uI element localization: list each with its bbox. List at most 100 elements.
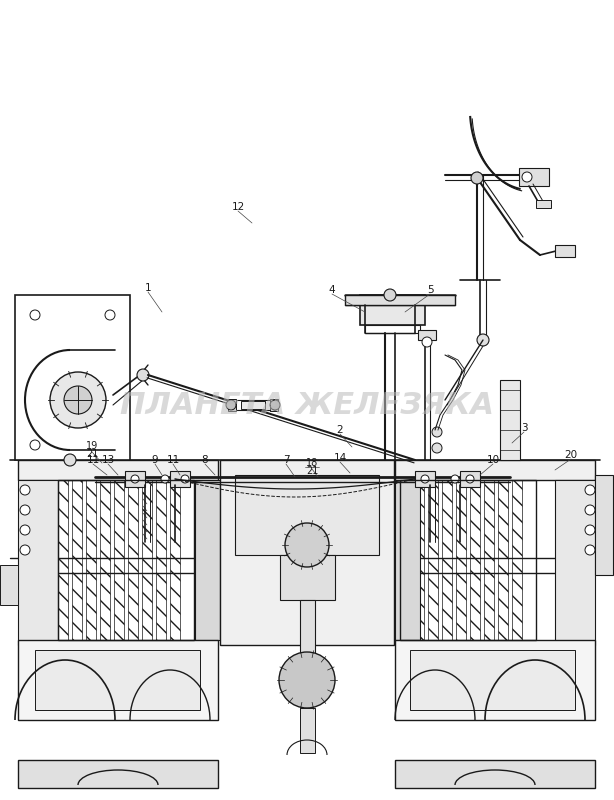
Text: 3: 3 <box>521 423 527 433</box>
Bar <box>195 480 220 640</box>
Text: 9: 9 <box>152 455 158 465</box>
Bar <box>300 708 315 753</box>
Circle shape <box>285 523 329 567</box>
Bar <box>395 640 595 720</box>
Text: 21: 21 <box>86 449 98 459</box>
Circle shape <box>226 400 236 410</box>
Circle shape <box>30 440 40 450</box>
Bar <box>345 295 455 305</box>
Bar <box>18 460 218 480</box>
Text: 14: 14 <box>333 453 347 463</box>
Text: 18: 18 <box>306 458 318 468</box>
Bar <box>470 480 480 640</box>
Bar <box>400 480 536 640</box>
Bar <box>460 471 480 487</box>
Circle shape <box>181 475 189 483</box>
Bar <box>555 245 575 257</box>
Bar <box>360 295 425 325</box>
Circle shape <box>20 505 30 515</box>
Bar <box>519 168 549 186</box>
Circle shape <box>421 475 429 483</box>
Bar <box>170 480 180 640</box>
Bar <box>428 480 438 640</box>
Bar <box>18 480 58 645</box>
Bar <box>395 760 595 788</box>
Circle shape <box>585 525 595 535</box>
Bar <box>598 480 610 570</box>
Bar <box>456 480 466 640</box>
Bar <box>365 325 420 333</box>
Circle shape <box>137 369 149 381</box>
Bar <box>235 475 379 555</box>
Circle shape <box>471 172 483 184</box>
Circle shape <box>20 525 30 535</box>
Text: 4: 4 <box>328 285 335 295</box>
Bar <box>280 555 335 600</box>
Bar <box>498 480 508 640</box>
Bar <box>58 480 194 640</box>
Text: 1: 1 <box>145 283 151 293</box>
Bar <box>512 480 522 640</box>
Text: 11: 11 <box>87 455 99 465</box>
Circle shape <box>20 545 30 555</box>
Bar <box>300 600 315 655</box>
Circle shape <box>477 334 489 346</box>
Circle shape <box>585 485 595 495</box>
Text: 8: 8 <box>201 455 208 465</box>
Circle shape <box>50 372 106 428</box>
Bar <box>442 480 452 640</box>
Text: 19: 19 <box>86 441 98 451</box>
Bar <box>18 760 218 788</box>
Text: 11: 11 <box>166 455 180 465</box>
Bar <box>414 480 424 640</box>
Text: 10: 10 <box>486 455 500 465</box>
Bar <box>484 480 494 640</box>
Bar <box>0 565 18 605</box>
Bar <box>35 650 200 710</box>
Circle shape <box>131 475 139 483</box>
Circle shape <box>30 310 40 320</box>
Circle shape <box>522 172 532 182</box>
Circle shape <box>64 454 76 466</box>
Circle shape <box>64 386 92 414</box>
Circle shape <box>422 337 432 347</box>
Bar <box>415 471 435 487</box>
Bar <box>86 480 96 640</box>
Text: 2: 2 <box>336 425 343 435</box>
Bar <box>220 460 394 645</box>
Bar <box>295 655 320 695</box>
Bar <box>235 400 271 410</box>
Bar <box>18 640 218 720</box>
Bar <box>410 650 575 710</box>
Circle shape <box>585 545 595 555</box>
Bar <box>595 475 613 575</box>
Bar <box>500 380 520 460</box>
Bar <box>228 399 236 411</box>
Bar <box>241 401 265 409</box>
Circle shape <box>20 485 30 495</box>
Circle shape <box>432 427 442 437</box>
Text: ПЛАНЕТА ЖЕЛЕЗЯКА: ПЛАНЕТА ЖЕЛЕЗЯКА <box>120 390 494 419</box>
Text: 20: 20 <box>564 450 578 460</box>
Text: 13: 13 <box>101 455 115 465</box>
Bar <box>128 480 138 640</box>
Circle shape <box>466 475 474 483</box>
Bar <box>125 471 145 487</box>
Bar <box>270 399 278 411</box>
Bar <box>100 480 110 640</box>
Circle shape <box>585 505 595 515</box>
Bar <box>58 480 68 640</box>
Bar <box>72 480 82 640</box>
Bar <box>15 295 130 460</box>
Text: 21: 21 <box>306 466 318 476</box>
Bar <box>156 480 166 640</box>
Circle shape <box>161 475 169 483</box>
Bar <box>418 330 436 340</box>
Text: 7: 7 <box>282 455 289 465</box>
Bar <box>170 471 190 487</box>
Bar <box>395 480 420 640</box>
Bar <box>536 200 551 208</box>
Bar <box>555 480 595 645</box>
Text: 12: 12 <box>231 202 244 212</box>
Circle shape <box>105 310 115 320</box>
